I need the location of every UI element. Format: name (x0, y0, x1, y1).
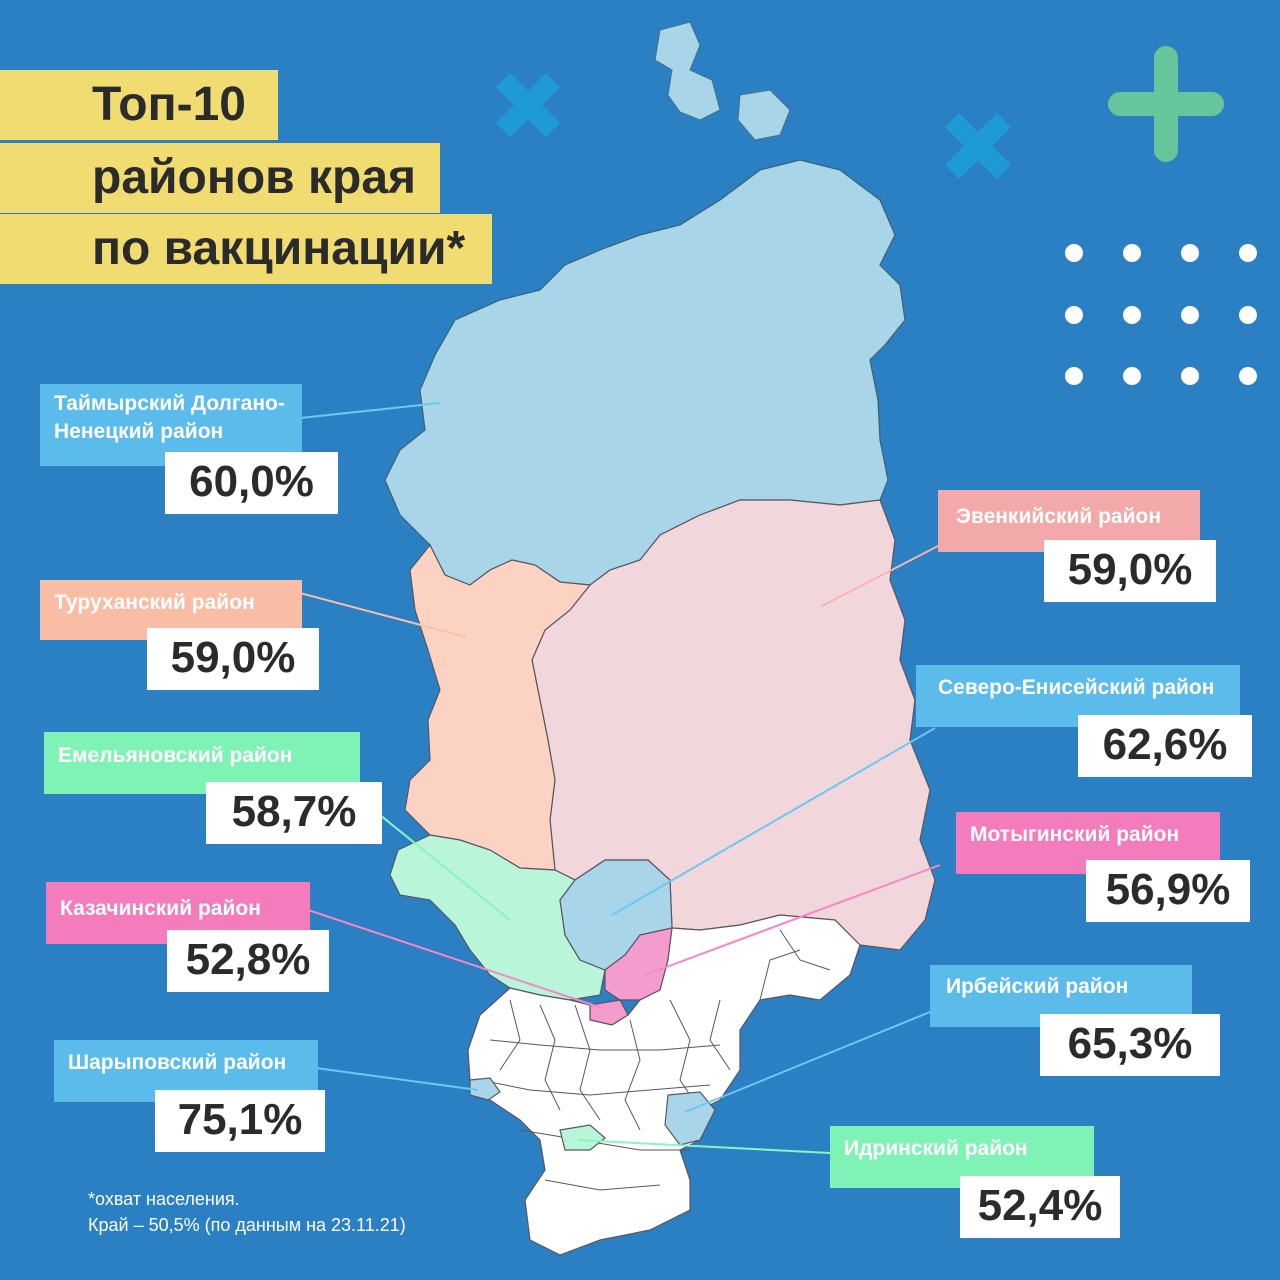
title-line-1: Топ-10 (0, 70, 278, 140)
label-evenki: Эвенкийский район (938, 490, 1200, 552)
cross-decor-icon (944, 112, 1012, 180)
value-motygino: 56,9% (1086, 860, 1250, 922)
value-emelyanovo: 58,7% (206, 782, 382, 844)
leader-lines (299, 402, 941, 1154)
value-kazachinsk: 52,8% (167, 930, 329, 992)
value-severo-eniseisk: 62,6% (1078, 715, 1252, 777)
value-sharypovo: 75,1% (155, 1090, 325, 1152)
title-line-3: по вакцинации* (0, 214, 492, 284)
title-line-2: районов края (0, 143, 440, 213)
region-emelyanovo (389, 834, 606, 1001)
footnote-line1: *охват населения. (88, 1189, 240, 1209)
value-evenki: 59,0% (1044, 540, 1216, 602)
region-sharypovo (469, 1077, 501, 1101)
arctic-islands (654, 21, 791, 141)
region-turukhansk (404, 543, 592, 871)
value-taimyr: 60,0% (165, 452, 338, 514)
district-borders (479, 929, 831, 1191)
value-turukhansk: 59,0% (147, 628, 319, 690)
label-taimyr-line2: Ненецкий район (54, 420, 224, 443)
dots-decor (1065, 244, 1257, 385)
label-taimyr-line1: Таймырский Долгано- (54, 392, 285, 415)
footnote-line2: Край – 50,5% (по данным на 23.11.21) (88, 1215, 406, 1235)
value-idrinsk: 52,4% (960, 1176, 1120, 1238)
value-irbei: 65,3% (1040, 1014, 1220, 1076)
region-idrinsk (559, 1124, 606, 1151)
region-south (467, 914, 861, 1256)
footnote: *охват населения. Край – 50,5% (по данны… (88, 1186, 406, 1238)
plus-decor-icon (1108, 46, 1224, 162)
cross-decor-icon (495, 72, 561, 138)
